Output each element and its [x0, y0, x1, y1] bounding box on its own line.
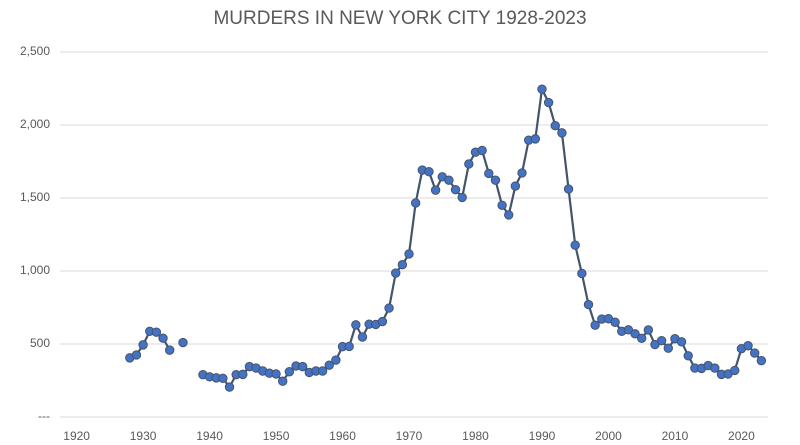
data-point: [477, 145, 487, 156]
data-point: [510, 181, 521, 191]
data-point: [151, 327, 162, 337]
data-point: [563, 184, 574, 194]
data-point: [224, 382, 235, 392]
data-point: [743, 341, 753, 351]
data-point: [464, 159, 474, 169]
data-line: [129, 88, 763, 389]
data-point: [178, 337, 188, 348]
x-tick-label: 2020: [728, 429, 755, 443]
y-tick-label: 2,000: [20, 117, 50, 131]
data-point: [484, 168, 494, 179]
data-point: [656, 335, 667, 346]
data-point: [444, 175, 454, 185]
y-tick-label: 2,500: [20, 44, 50, 58]
x-tick-label: 1990: [529, 429, 556, 443]
data-point: [351, 320, 361, 330]
data-point: [271, 369, 281, 379]
data-point: [577, 268, 587, 279]
data-point: [630, 329, 640, 339]
data-point: [331, 355, 341, 365]
y-tick-label: ---: [38, 409, 50, 423]
data-point: [457, 192, 467, 203]
x-tick-label: 1920: [63, 429, 90, 443]
data-point: [497, 200, 507, 211]
data-point: [357, 332, 368, 342]
data-point: [344, 341, 354, 352]
data-point: [450, 184, 461, 195]
x-tick-label: 1950: [263, 429, 290, 443]
x-tick-label: 1980: [462, 429, 489, 443]
data-point: [643, 325, 654, 335]
data-point: [324, 360, 334, 370]
data-point: [543, 97, 554, 108]
x-tick-label: 1930: [130, 429, 157, 443]
y-tick-label: 1,000: [20, 263, 50, 277]
data-point: [683, 351, 693, 361]
data-point: [238, 369, 248, 380]
data-point: [583, 299, 594, 310]
data-point: [590, 320, 600, 330]
y-tick-label: 1,500: [20, 190, 50, 204]
data-point: [756, 355, 767, 366]
data-point: [517, 168, 527, 178]
data-point: [530, 134, 541, 144]
data-point: [218, 373, 228, 384]
data-point: [750, 348, 760, 358]
data-point: [730, 365, 740, 376]
chart-title: MURDERS IN NEW YORK CITY 1928-2023: [213, 8, 586, 29]
x-tick-label: 1940: [196, 429, 223, 443]
data-point: [158, 333, 168, 343]
data-point: [410, 198, 421, 208]
data-point: [404, 249, 414, 259]
data-point: [550, 121, 560, 131]
data-point: [424, 167, 434, 177]
data-point: [430, 185, 441, 195]
y-tick-label: 500: [30, 336, 50, 350]
data-point: [663, 343, 673, 353]
data-point: [164, 345, 175, 355]
data-point: [610, 317, 620, 327]
data-point: [504, 210, 514, 220]
data-point: [278, 376, 288, 386]
data-point: [570, 240, 580, 250]
data-point: [284, 367, 295, 377]
data-point: [636, 333, 647, 344]
x-tick-label: 2010: [662, 429, 689, 443]
x-tick-label: 2000: [595, 429, 622, 443]
data-point: [384, 303, 394, 313]
x-tick-label: 1960: [329, 429, 356, 443]
data-point: [138, 340, 148, 350]
data-point: [391, 268, 401, 278]
data-point: [710, 363, 720, 373]
data-point: [377, 316, 388, 327]
data-point: [297, 361, 308, 372]
data-point: [676, 337, 687, 347]
data-point: [557, 128, 567, 138]
data-point: [317, 366, 328, 376]
data-point: [537, 84, 547, 94]
data-point: [490, 175, 501, 185]
data-point: [397, 260, 408, 270]
data-point: [131, 350, 142, 360]
x-tick-label: 1970: [396, 429, 423, 443]
